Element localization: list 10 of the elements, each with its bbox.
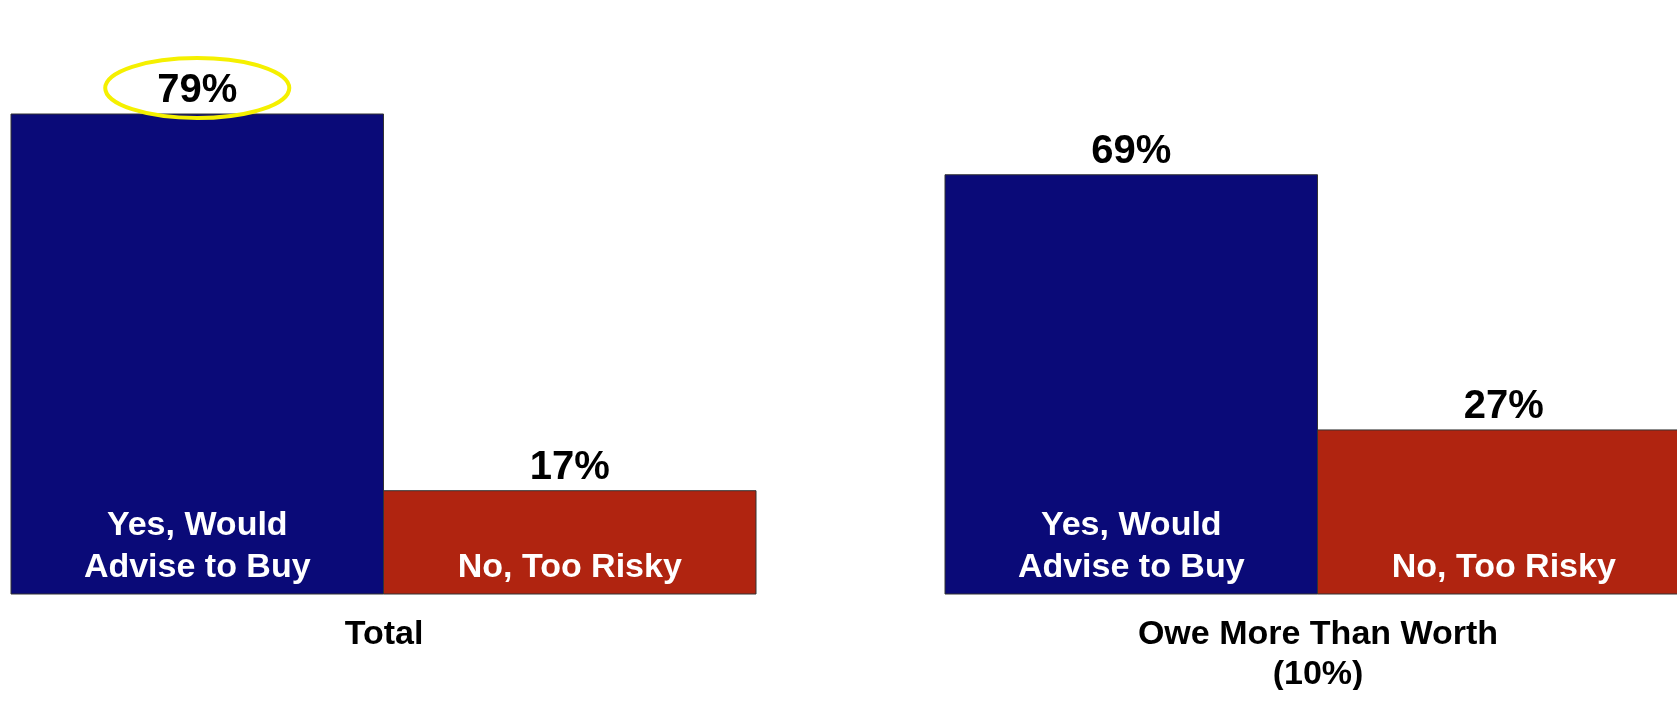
data-label: 69% [1091, 126, 1172, 171]
x-axis-title: Owe More Than Worth (10%) [1137, 612, 1499, 691]
category-label: Yes, Would Advise to Buy [83, 504, 311, 584]
data-label: 79% [157, 66, 238, 110]
category-label: No, Too Risky [1391, 546, 1616, 584]
category-label: No, Too Risky [457, 546, 682, 584]
category-label: Yes, Would Advise to Buy [1017, 504, 1245, 584]
data-label: 17% [529, 442, 610, 487]
x-axis-title: Total [344, 612, 424, 651]
data-label: 27% [1463, 381, 1544, 426]
